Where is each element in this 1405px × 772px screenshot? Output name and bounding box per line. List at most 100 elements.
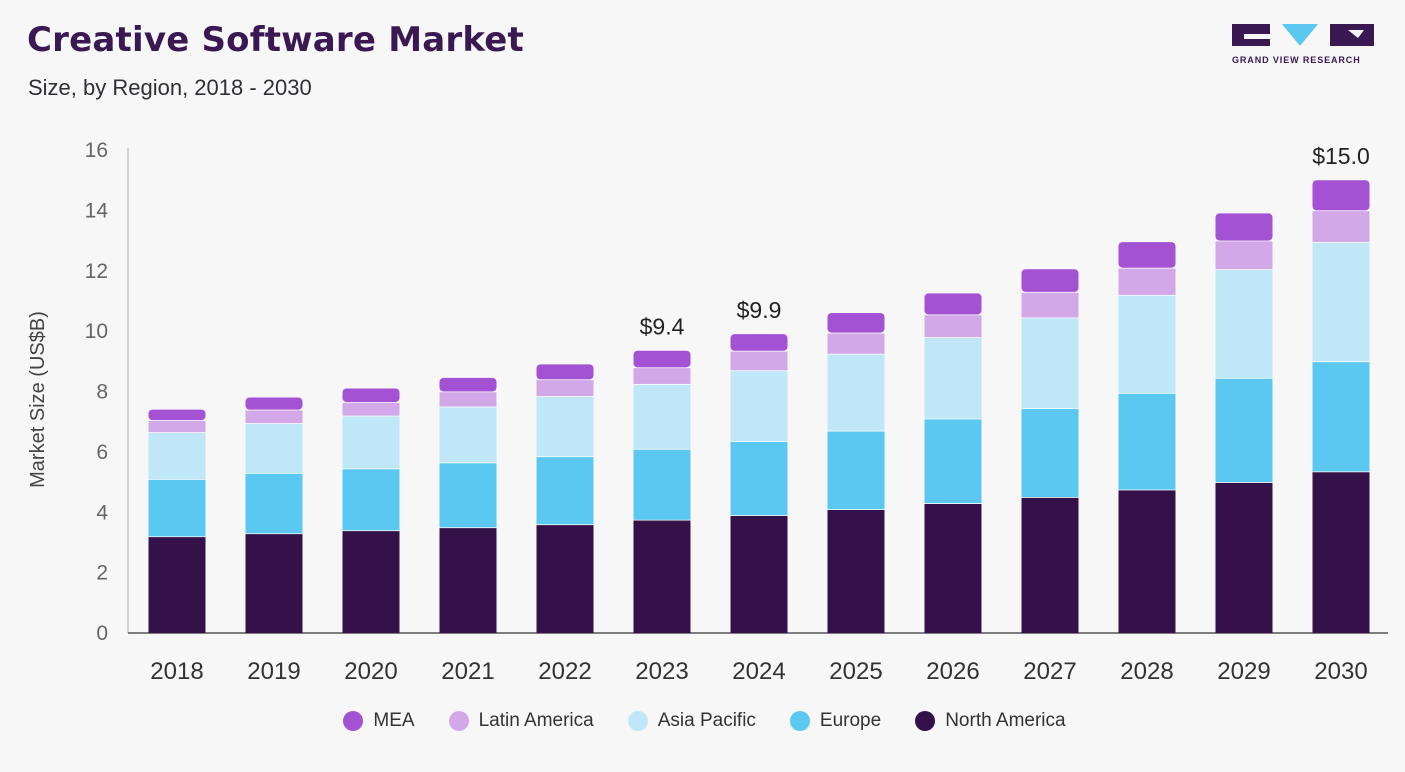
legend-swatch — [343, 711, 364, 731]
x-tick-label: 2023 — [635, 658, 688, 685]
bar-segment-north-america — [536, 524, 594, 633]
legend-label: Asia Pacific — [657, 710, 756, 731]
legend-label: North America — [945, 710, 1066, 731]
x-tick-label: 2022 — [538, 658, 591, 685]
bar-segment-north-america — [730, 515, 788, 633]
bar-segment-europe — [1312, 361, 1370, 472]
bar-segment-mea — [827, 313, 885, 333]
bar-segment-mea — [1021, 269, 1079, 292]
bar-segment-mea — [1215, 213, 1273, 241]
chart-title: Creative Software Market — [27, 20, 524, 60]
y-tick-label: 14 — [85, 199, 109, 222]
y-tick-label: 6 — [96, 441, 108, 464]
bar-segment-europe — [536, 456, 594, 525]
x-tick-label: 2026 — [926, 658, 979, 685]
y-axis-label: Market Size (US$B) — [27, 311, 49, 488]
bar-segment-north-america — [827, 509, 885, 633]
legend-item-north-america: North America — [911, 710, 1066, 732]
y-tick-label: 12 — [85, 260, 108, 283]
bar-segment-north-america — [633, 519, 691, 633]
bar-segment-asia-pacific — [1118, 294, 1176, 394]
bar-segment-europe — [148, 479, 206, 537]
bar-segment-north-america — [1118, 489, 1176, 633]
bar-segment-mea — [1118, 242, 1176, 268]
bar-segment-north-america — [342, 530, 400, 633]
legend-item-europe: Europe — [786, 710, 881, 732]
bar-segment-mea — [148, 409, 206, 421]
bar-segment-asia-pacific — [1021, 317, 1079, 409]
x-tick-label: 2030 — [1314, 658, 1367, 685]
bar-segment-asia-pacific — [924, 337, 982, 419]
bar-segment-latin-america — [1118, 267, 1176, 295]
bar-segment-asia-pacific — [730, 370, 788, 442]
y-tick-label: 16 — [85, 139, 108, 162]
bar-segment-latin-america — [924, 314, 982, 338]
bar-segment-mea — [439, 377, 497, 392]
bar-segment-asia-pacific — [827, 353, 885, 431]
bar-segment-mea — [1312, 180, 1370, 211]
legend-item-asia-pacific: Asia Pacific — [624, 710, 756, 732]
bar-segment-latin-america — [342, 402, 400, 416]
legend-item-mea: MEA — [339, 710, 415, 732]
x-tick-label: 2029 — [1217, 658, 1270, 685]
bar-segment-europe — [827, 430, 885, 510]
y-tick-label: 8 — [96, 381, 108, 404]
bar-segment-north-america — [439, 527, 497, 633]
bar-segment-mea — [245, 397, 303, 410]
bar-segment-asia-pacific — [245, 423, 303, 474]
bar-segment-mea — [342, 388, 400, 403]
bar-segment-latin-america — [633, 367, 691, 384]
bar-segment-latin-america — [1021, 291, 1079, 318]
bar-segment-north-america — [245, 533, 303, 633]
bar-segment-north-america — [924, 503, 982, 633]
bar-segment-asia-pacific — [536, 396, 594, 457]
bar-segment-asia-pacific — [1215, 269, 1273, 378]
grand-view-research-logo — [1232, 24, 1374, 46]
x-tick-label: 2019 — [247, 658, 300, 685]
legend-label: MEA — [373, 710, 415, 731]
bar-segment-europe — [342, 468, 400, 531]
bar-segment-latin-america — [1312, 210, 1370, 243]
bar-segment-asia-pacific — [342, 415, 400, 469]
data-label: $9.4 — [640, 314, 685, 340]
bar-segment-europe — [1118, 393, 1176, 490]
bar-segment-mea — [924, 293, 982, 315]
legend-label: Europe — [819, 710, 882, 731]
bar-segment-latin-america — [730, 350, 788, 371]
bar-segment-europe — [245, 473, 303, 534]
chart-legend: MEA Latin America Asia Pacific Europe North … — [0, 710, 1405, 732]
y-tick-label: 10 — [85, 320, 108, 343]
bar-segment-europe — [924, 418, 982, 504]
bar-segment-asia-pacific — [1312, 242, 1370, 362]
x-tick-label: 2028 — [1120, 658, 1173, 685]
bar-segment-latin-america — [245, 409, 303, 424]
bar-segment-latin-america — [439, 391, 497, 407]
x-tick-label: 2024 — [732, 658, 785, 685]
bar-segment-north-america — [148, 536, 206, 633]
legend-swatch — [915, 711, 936, 731]
bar-segment-north-america — [1312, 471, 1370, 633]
legend-swatch — [448, 711, 469, 731]
bar-segment-latin-america — [1215, 240, 1273, 270]
x-tick-label: 2025 — [829, 658, 882, 685]
bar-segment-north-america — [1215, 482, 1273, 633]
bar-segment-mea — [730, 334, 788, 351]
bar-segment-europe — [439, 462, 497, 528]
bar-segment-europe — [1021, 408, 1079, 498]
logo-text: GRAND VIEW RESEARCH — [1232, 55, 1361, 65]
legend-label: Latin America — [478, 710, 594, 731]
bar-segment-europe — [633, 448, 691, 520]
y-tick-label: 0 — [96, 622, 108, 645]
legend-item-latin-america: Latin America — [445, 710, 594, 732]
stacked-bar-chart: 0 2 4 6 8 10 12 14 16 Market Size (US$B) 2018 2019 2… — [27, 139, 1388, 685]
y-tick-label: 2 — [96, 562, 108, 585]
bar-segment-mea — [633, 350, 691, 368]
chart-subtitle: Size, by Region, 2018 - 2030 — [28, 75, 312, 100]
data-label: $9.9 — [737, 297, 782, 323]
x-tick-label: 2020 — [344, 658, 397, 685]
bar-segment-mea — [536, 364, 594, 380]
bar-segment-latin-america — [536, 379, 594, 397]
y-tick-label: 4 — [96, 501, 108, 524]
x-tick-label: 2027 — [1023, 658, 1076, 685]
bar-segment-europe — [730, 441, 788, 516]
